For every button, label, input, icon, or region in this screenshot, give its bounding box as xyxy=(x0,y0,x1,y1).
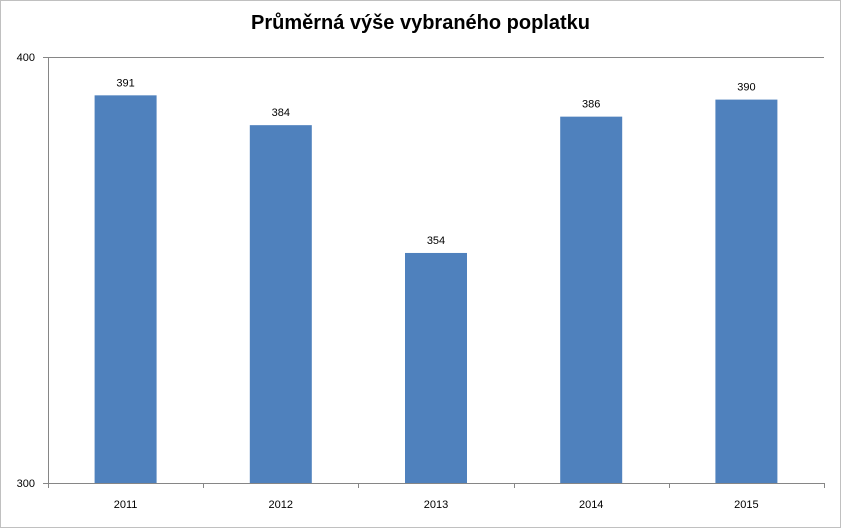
bar-2015 xyxy=(715,99,778,483)
bar-2014 xyxy=(560,116,623,483)
data-label: 354 xyxy=(427,235,445,247)
x-tick-label: 2011 xyxy=(114,499,138,511)
x-tick-label: 2013 xyxy=(424,499,448,511)
x-tick-label: 2015 xyxy=(734,499,758,511)
bars xyxy=(94,95,778,483)
x-tick-label: 2012 xyxy=(269,499,293,511)
axes xyxy=(43,57,825,488)
data-label: 390 xyxy=(737,82,755,94)
bar-2011 xyxy=(94,95,157,483)
y-tick-label: 300 xyxy=(17,478,35,490)
bar-2012 xyxy=(249,125,312,483)
data-label: 391 xyxy=(116,77,134,89)
x-tick-label: 2014 xyxy=(579,499,603,511)
data-label: 386 xyxy=(582,99,600,111)
y-tick-label: 400 xyxy=(17,52,35,64)
chart-title: Průměrná výše vybraného poplatku xyxy=(250,12,590,34)
data-label: 384 xyxy=(272,107,290,119)
labels: 391 2011 384 2012 354 2013 386 2014 390 2015 300 40… xyxy=(17,52,759,511)
bar-2013 xyxy=(405,252,467,483)
